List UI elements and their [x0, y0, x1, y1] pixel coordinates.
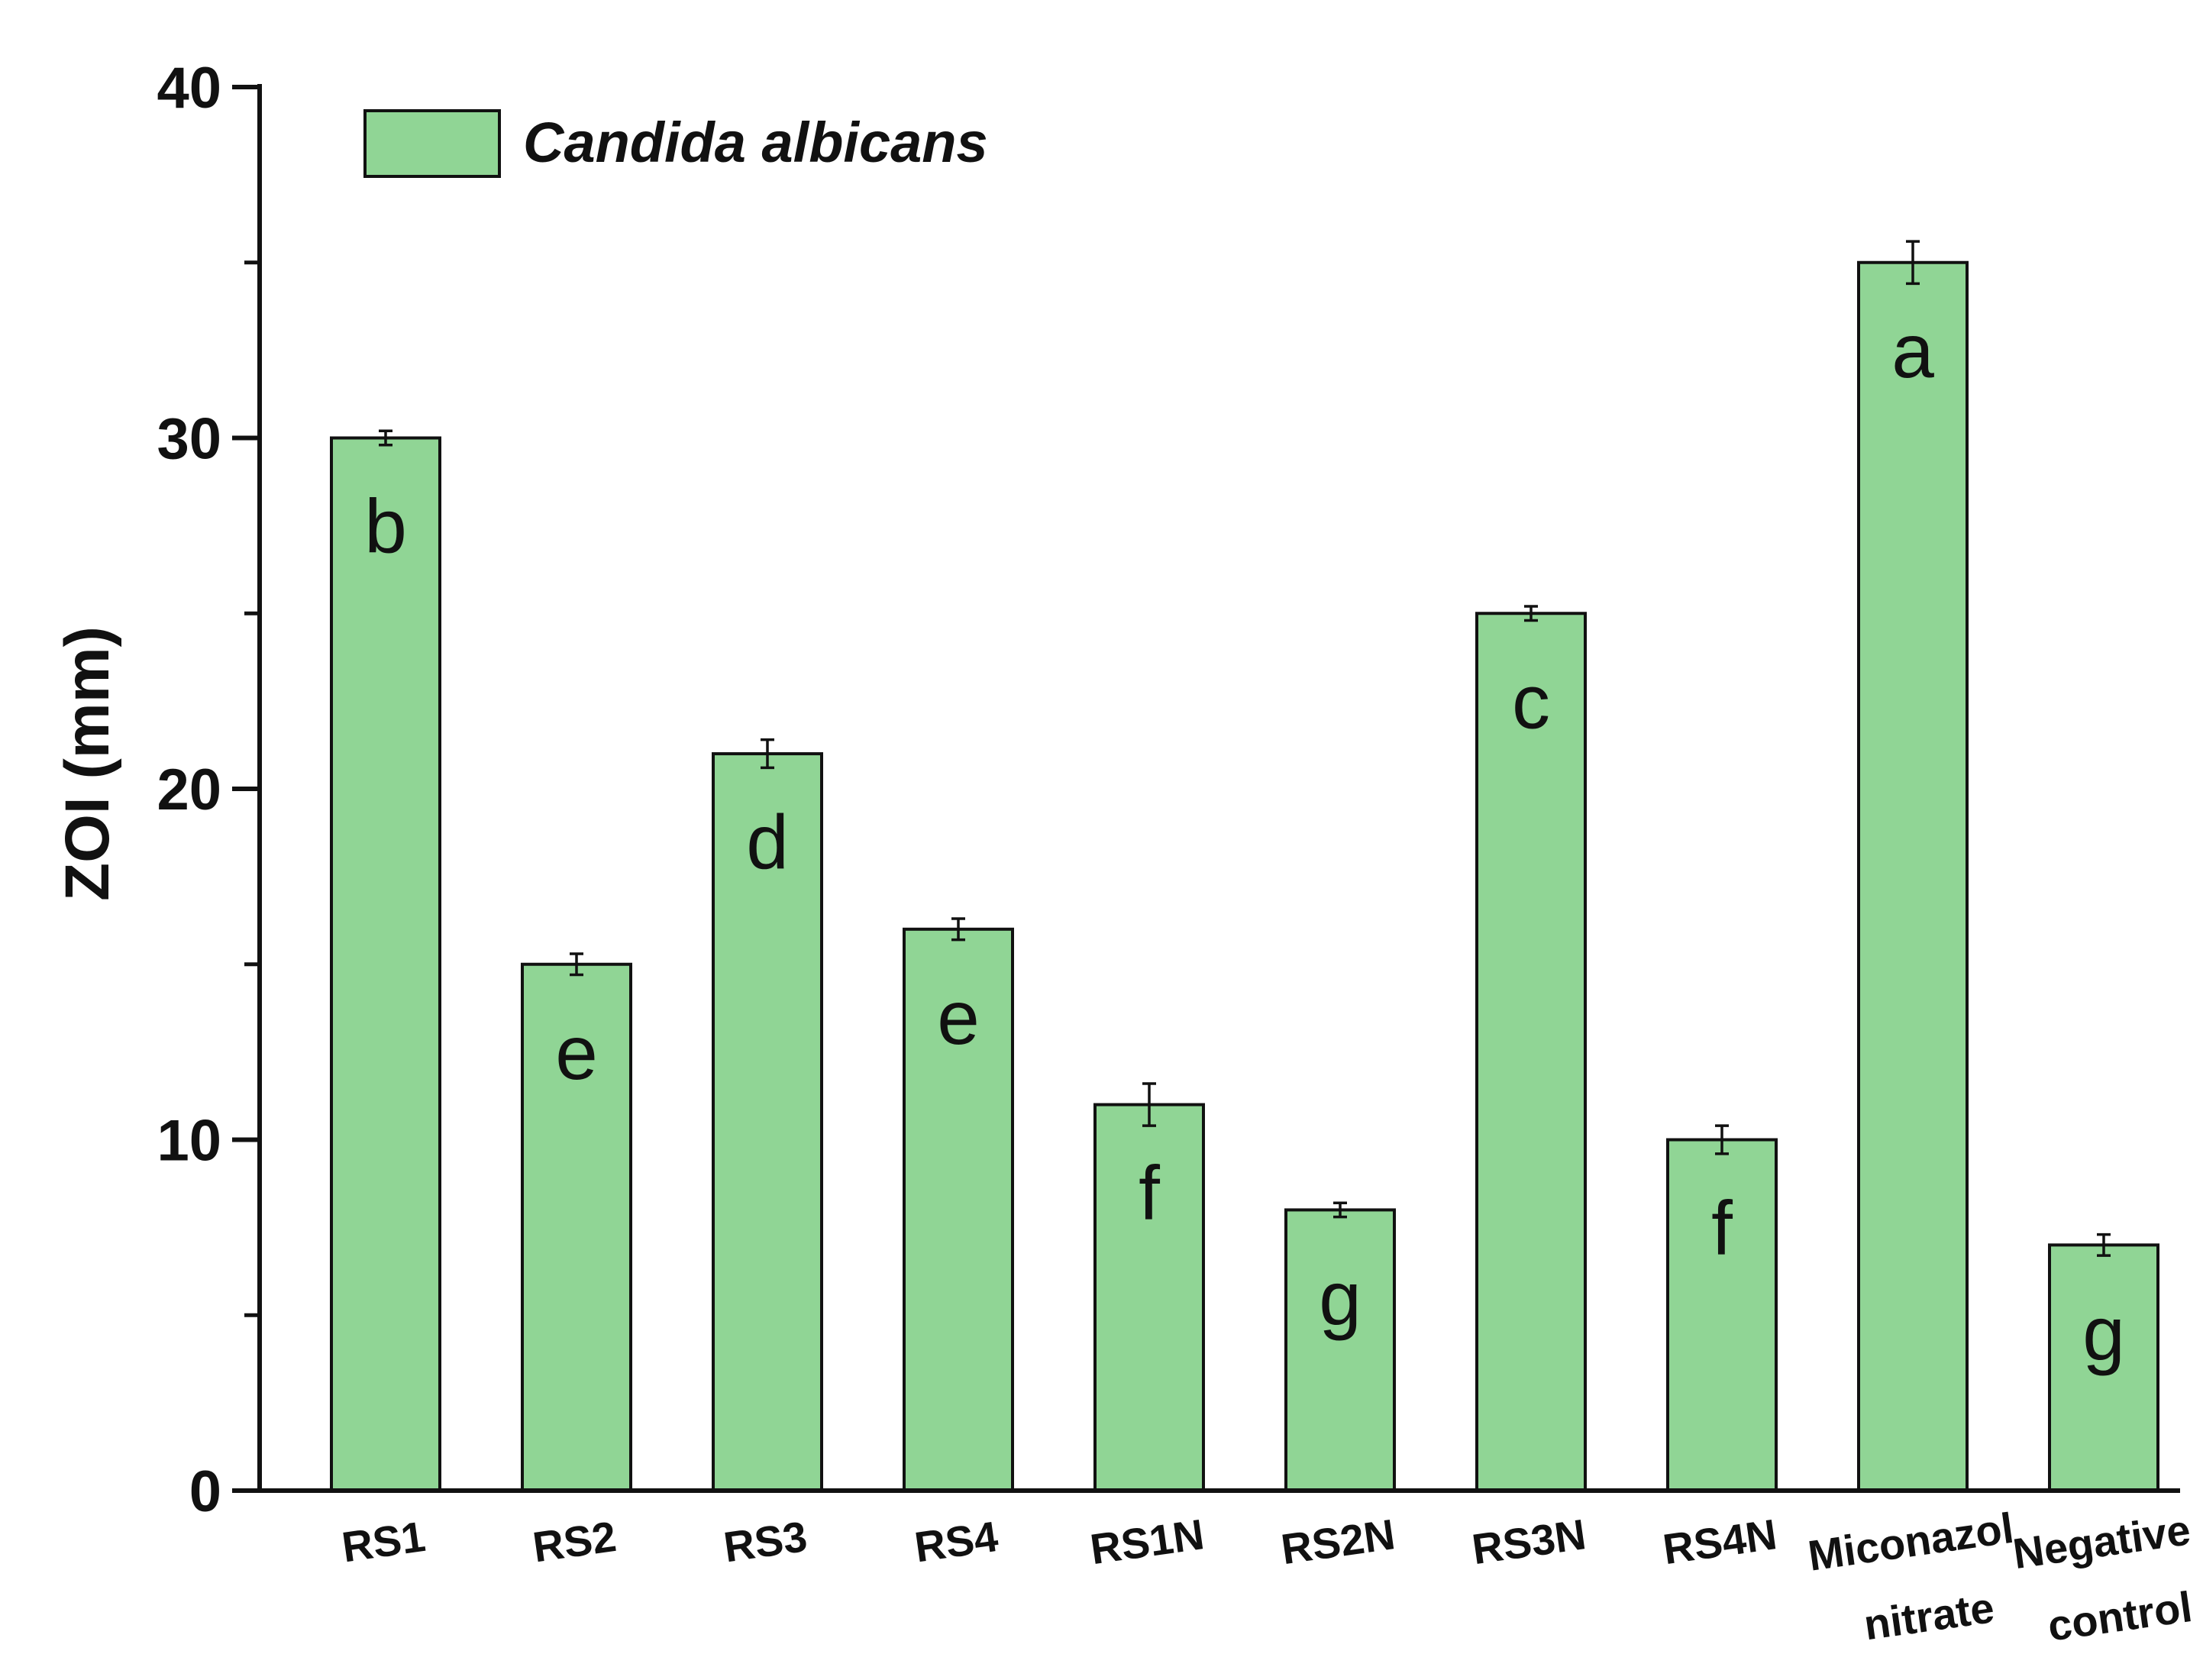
significance-letter: e [937, 975, 980, 1061]
x-tick-label: RS2N [1278, 1510, 1398, 1573]
x-tick-label: RS1 [339, 1512, 428, 1572]
x-category-label: RS4N [1660, 1510, 1780, 1573]
bar [2048, 1243, 2159, 1492]
x-tick-label: RS1N [1087, 1510, 1207, 1573]
bar [521, 962, 632, 1492]
y-axis-title: ZOI (mm) [53, 626, 122, 901]
x-tick-label: RS3 [721, 1512, 810, 1572]
x-tick-label: Miconazol [1805, 1504, 2017, 1580]
x-category-label: RS1 [339, 1512, 428, 1572]
x-tick-label: RS4 [912, 1512, 1001, 1572]
x-tick-label: RS2 [530, 1512, 619, 1572]
significance-letter: a [1891, 309, 1934, 394]
significance-letter: e [555, 1010, 598, 1096]
y-tick-label: 30 [157, 407, 221, 472]
x-category-label: RS2 [530, 1512, 619, 1572]
x-category-label: RS3 [721, 1512, 810, 1572]
x-tick-label: Negative [2010, 1505, 2193, 1578]
bar [1666, 1138, 1778, 1492]
bar [1857, 260, 1969, 1492]
y-tick-label: 40 [157, 56, 221, 121]
x-category-label: RS4 [912, 1512, 1001, 1572]
bar [330, 436, 441, 1492]
legend-label: Candida albicans [523, 111, 988, 174]
bar [712, 752, 823, 1492]
significance-letter: g [2082, 1291, 2125, 1376]
x-category-label: RS3N [1469, 1510, 1589, 1573]
significance-letter: f [1139, 1151, 1160, 1236]
significance-letter: g [1319, 1255, 1362, 1341]
significance-letter: d [746, 800, 789, 885]
bar [1475, 612, 1587, 1492]
significance-letter: c [1512, 659, 1550, 745]
significance-letter: f [1711, 1186, 1733, 1271]
x-tick-label: RS3N [1469, 1510, 1589, 1573]
y-tick-label: 10 [157, 1109, 221, 1174]
legend-swatch [363, 109, 501, 178]
y-tick-label: 20 [157, 758, 221, 822]
bar [1284, 1208, 1396, 1493]
x-tick-label: RS4N [1660, 1510, 1780, 1573]
x-tick-label: nitrate [1861, 1583, 1997, 1649]
significance-letter: b [364, 484, 407, 570]
x-tick-label: control [2045, 1582, 2195, 1650]
y-tick-label: 0 [189, 1459, 221, 1524]
x-category-label: RS2N [1278, 1510, 1398, 1573]
x-category-label: RS1N [1087, 1510, 1207, 1573]
